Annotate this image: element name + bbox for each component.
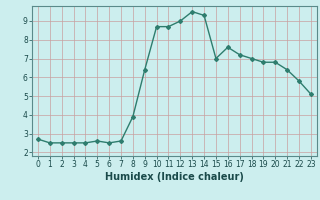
X-axis label: Humidex (Indice chaleur): Humidex (Indice chaleur) — [105, 172, 244, 182]
